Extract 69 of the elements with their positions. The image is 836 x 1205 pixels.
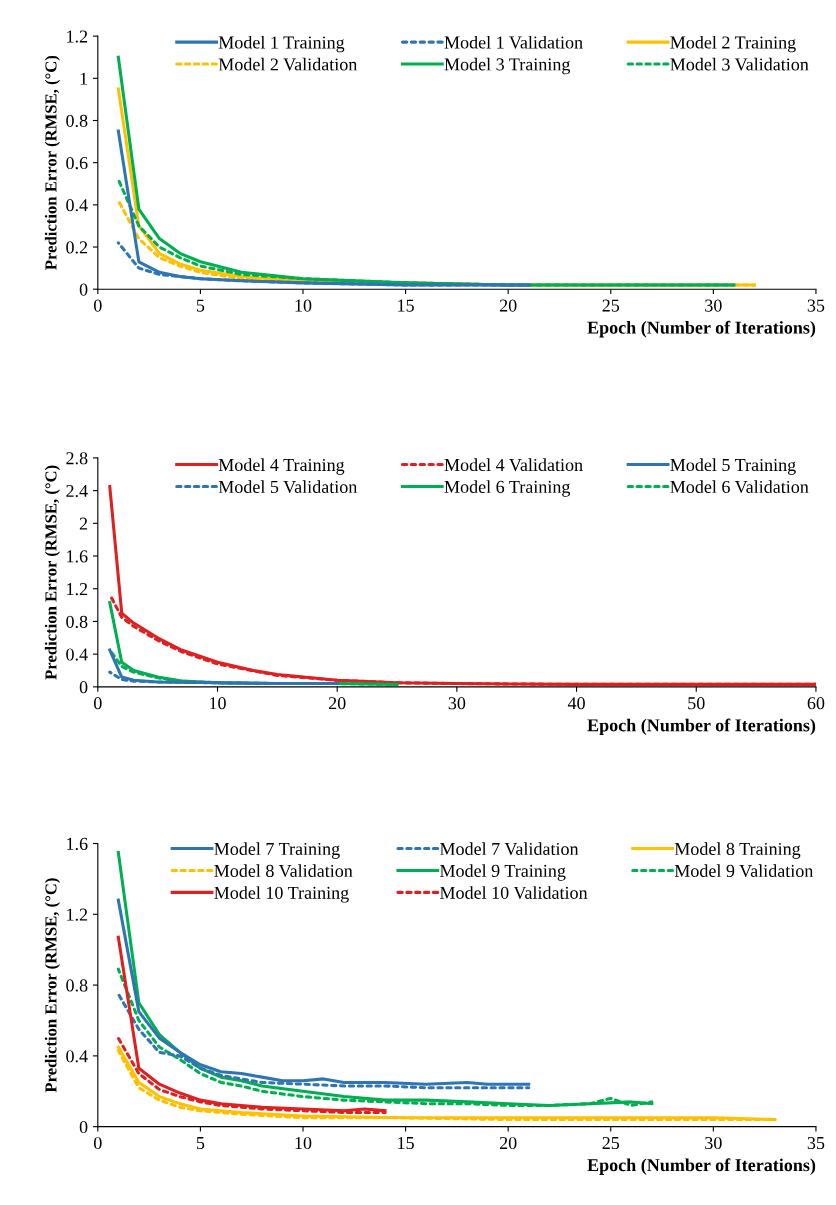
x-tick-label: 10 [210, 697, 226, 710]
x-axis-title: Epoch (Number of Iterations) [587, 320, 816, 338]
legend-label: Model 9 Validation [674, 864, 814, 878]
legend-label: Model 2 Validation [218, 57, 358, 71]
y-tick-label: 1.6 [67, 550, 88, 563]
y-tick-label: 0.8 [66, 979, 88, 992]
x-tick-label: 5 [196, 1137, 205, 1150]
legend-label: Model 8 Validation [214, 864, 353, 878]
y-tick-label: 0.2 [66, 241, 88, 254]
y-axis-title: Prediction Error (RMSE, (°C) [44, 465, 60, 680]
y-axis-title: Prediction Error (RMSE, (°C) [44, 55, 60, 270]
legend-label: Model 6 Training [444, 480, 571, 497]
y-tick-label: 0.8 [66, 114, 88, 128]
x-tick-label: 15 [398, 1137, 414, 1150]
y-tick-label: 0.4 [66, 1050, 88, 1063]
y-tick-label: 2 [79, 517, 88, 530]
x-tick-label: 20 [499, 299, 517, 312]
x-tick-label: 10 [295, 1136, 312, 1150]
legend-label: Model 7 Training [214, 842, 340, 859]
y-tick-label: 1.6 [67, 837, 88, 851]
x-axis-title: Epoch (Number of Iterations) [587, 718, 816, 736]
legend-label: Model 10 Validation [440, 886, 588, 899]
legend-label: Model 7 Validation [440, 842, 579, 856]
legend-label: Model 2 Training [670, 35, 796, 53]
x-tick-label: 30 [705, 1136, 722, 1150]
legend-label: Model 4 Training [218, 458, 345, 475]
x-tick-label: 25 [602, 1136, 620, 1150]
legend-label: Model 10 Training [214, 886, 349, 903]
y-tick-label: 1.2 [67, 908, 88, 921]
y-tick-label: 1.2 [67, 583, 88, 596]
y-axis-title: Prediction Error (RMSE, (°C) [44, 878, 60, 1093]
x-tick-label: 5 [196, 299, 205, 312]
y-tick-label: 0 [79, 283, 88, 296]
x-tick-label: 0 [93, 1136, 102, 1150]
y-tick-label: 1.2 [67, 30, 88, 43]
legend-label: Model 6 Validation [670, 480, 809, 494]
legend-label: Model 5 Validation [218, 480, 358, 494]
x-tick-label: 15 [398, 299, 414, 312]
y-tick-label: 2.8 [66, 452, 88, 465]
y-tick-label: 0.4 [66, 199, 88, 212]
x-axis-title: Epoch (Number of Iterations) [587, 1158, 816, 1175]
x-tick-label: 20 [328, 697, 346, 710]
x-tick-label: 60 [807, 697, 825, 710]
y-tick-label: 0 [79, 1120, 88, 1134]
x-tick-label: 35 [807, 299, 825, 312]
x-tick-label: 50 [688, 697, 705, 710]
y-tick-label: 0.4 [66, 648, 88, 661]
y-tick-label: 0.8 [66, 615, 88, 628]
x-tick-label: 40 [567, 697, 585, 710]
y-tick-label: 1 [80, 72, 88, 85]
x-tick-label: 30 [705, 299, 722, 312]
legend-label: Model 4 Validation [444, 458, 583, 472]
x-tick-label: 0 [93, 299, 102, 312]
x-tick-label: 0 [93, 697, 102, 710]
legend-label: Model 1 Training [218, 35, 345, 53]
legend-label: Model 1 Validation [444, 35, 583, 49]
legend-label: Model 3 Training [444, 57, 571, 75]
legend-label: Model 9 Training [440, 864, 566, 881]
x-tick-label: 30 [448, 697, 466, 710]
legend-label: Model 3 Validation [670, 57, 809, 71]
y-tick-label: 2.4 [66, 484, 88, 498]
x-tick-label: 10 [295, 299, 312, 312]
x-tick-label: 35 [807, 1136, 825, 1150]
legend-label: Model 5 Training [670, 458, 796, 475]
y-tick-label: 0.6 [66, 156, 88, 170]
y-tick-label: 0 [79, 681, 88, 694]
legend-label: Model 8 Training [674, 842, 801, 859]
x-tick-label: 25 [602, 299, 620, 312]
x-tick-label: 20 [499, 1136, 517, 1150]
